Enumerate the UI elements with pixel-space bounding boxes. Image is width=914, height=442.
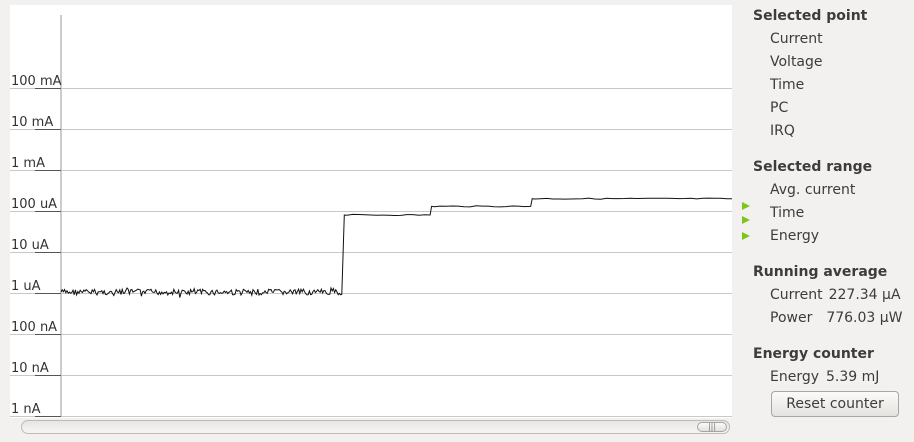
running-average-title: Running average	[753, 264, 888, 280]
current-trace-line	[60, 197, 732, 298]
y-tick-label: 100 mA	[11, 74, 62, 89]
y-tick-label: 1 mA	[11, 156, 45, 171]
expander-arrow-icon[interactable]	[742, 216, 750, 224]
current-plot[interactable]: 100 mA 10 mA 1 mA 100 uA 10 uA 1 uA 100 nA 10 n…	[10, 5, 732, 418]
scroll-track[interactable]: |||	[21, 420, 730, 434]
selected-point-voltage: Voltage	[770, 54, 823, 70]
running-average-current-label: Current	[770, 287, 823, 303]
y-tick-label: 10 uA	[11, 238, 49, 253]
plot-canvas[interactable]	[10, 5, 732, 418]
scroll-thumb[interactable]: |||	[697, 422, 727, 432]
selected-range-time: Time	[770, 205, 805, 221]
selected-point-pc: PC	[770, 100, 789, 116]
y-tick-label: 1 nA	[11, 402, 41, 417]
running-average-current-value: 227.34 µA	[828, 287, 901, 303]
energy-counter-energy: Energy 5.39 mJ	[770, 369, 879, 385]
energy-counter-energy-value: 5.39 mJ	[826, 369, 880, 385]
y-tick-label: 10 mA	[11, 115, 54, 130]
y-tick-label: 100 nA	[11, 320, 58, 335]
side-panel: Selected point Current Voltage Time PC I…	[740, 0, 914, 442]
selected-range-energy: Energy	[770, 228, 820, 244]
energy-counter-energy-label: Energy	[770, 369, 820, 385]
running-average-power-value: 776.03 µW	[826, 310, 903, 326]
reset-counter-button[interactable]: Reset counter	[771, 391, 899, 417]
expander-arrow-icon[interactable]	[742, 202, 750, 210]
selected-range-avg-current: Avg. current	[770, 182, 856, 198]
y-tick-label: 10 nA	[11, 361, 49, 376]
running-average-current: Current 227.34 µA	[770, 287, 901, 303]
running-average-power-label: Power	[770, 310, 813, 326]
y-tick-label: 100 uA	[11, 197, 58, 212]
expander-arrow-icon[interactable]	[742, 232, 750, 240]
horizontal-scrollbar[interactable]: |||	[10, 418, 732, 436]
y-tick-label: 1 uA	[11, 279, 41, 294]
running-average-power: Power 776.03 µW	[770, 310, 903, 326]
energy-counter-title: Energy counter	[753, 346, 874, 362]
selected-point-title: Selected point	[753, 8, 868, 24]
selected-range-title: Selected range	[753, 159, 873, 175]
selected-point-irq: IRQ	[770, 123, 795, 139]
selected-point-current: Current	[770, 31, 823, 47]
selected-point-time: Time	[770, 77, 805, 93]
